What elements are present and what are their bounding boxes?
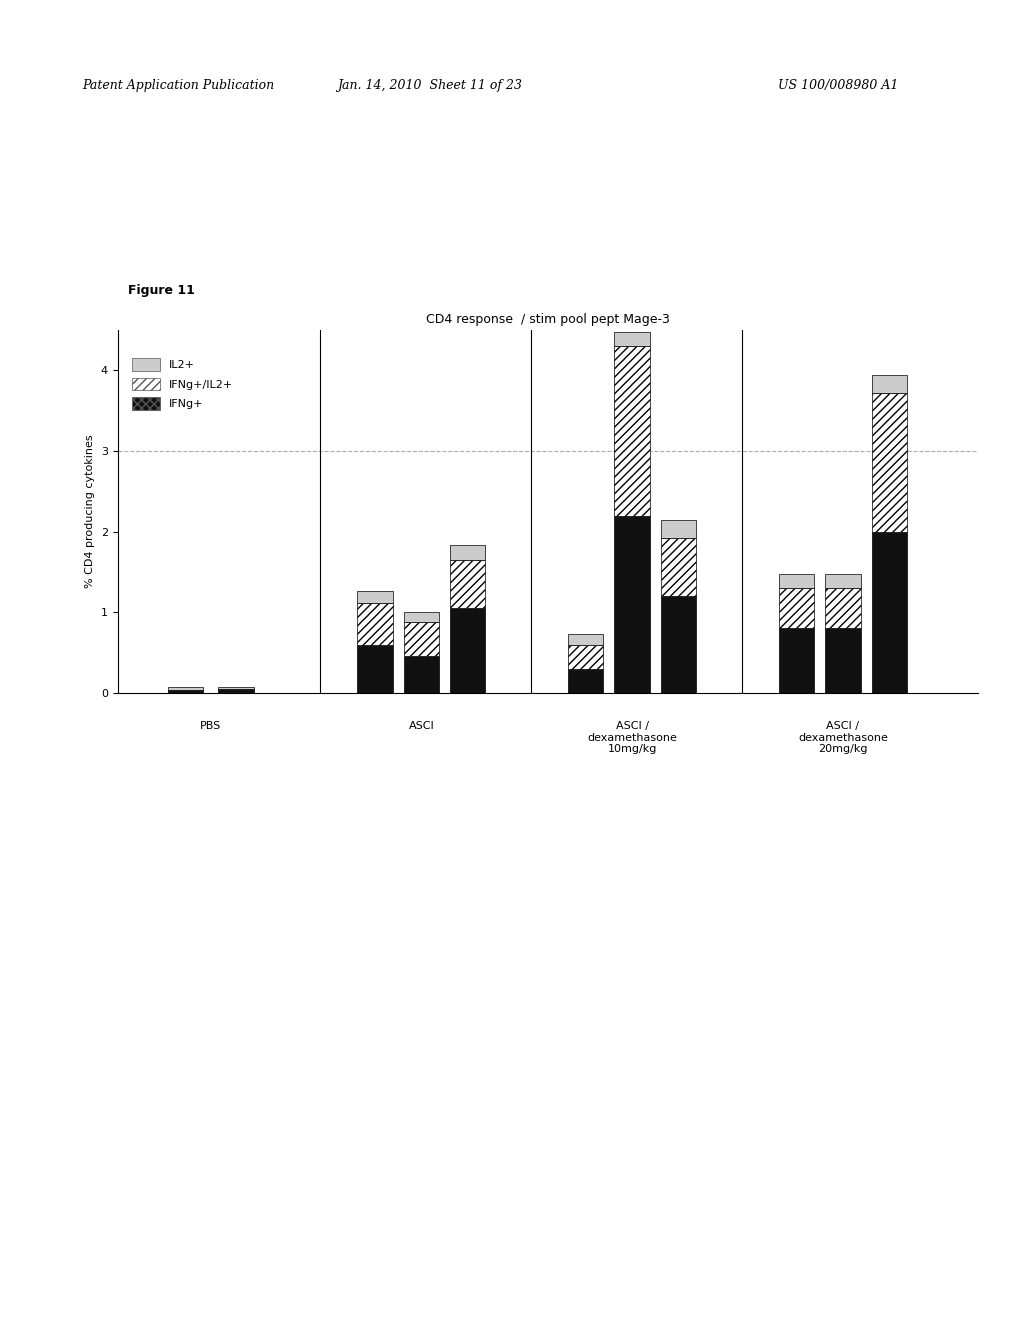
Bar	[357, 591, 392, 603]
Bar	[825, 628, 861, 693]
Bar	[660, 597, 696, 693]
Bar	[403, 656, 439, 693]
Bar	[614, 516, 650, 693]
Bar	[218, 689, 254, 693]
Bar	[168, 690, 203, 693]
Text: Patent Application Publication: Patent Application Publication	[82, 79, 274, 92]
Y-axis label: % CD4 producing cytokines: % CD4 producing cytokines	[85, 434, 95, 589]
Bar	[660, 520, 696, 539]
Text: ASCI /
dexamethasone
10mg/kg: ASCI / dexamethasone 10mg/kg	[587, 721, 677, 755]
Bar	[660, 539, 696, 597]
Bar	[568, 634, 603, 644]
Bar	[779, 628, 814, 693]
Bar	[871, 393, 907, 532]
Bar	[779, 589, 814, 628]
Bar	[825, 574, 861, 589]
Title: CD4 response  / stim pool pept Mage-3: CD4 response / stim pool pept Mage-3	[426, 313, 670, 326]
Bar	[871, 532, 907, 693]
Text: ASCI /
dexamethasone
20mg/kg: ASCI / dexamethasone 20mg/kg	[798, 721, 888, 755]
Bar	[614, 331, 650, 346]
Text: US 100/008980 A1: US 100/008980 A1	[778, 79, 899, 92]
Text: Figure 11: Figure 11	[128, 284, 195, 297]
Text: PBS: PBS	[200, 721, 221, 731]
Bar	[450, 545, 485, 560]
Bar	[779, 574, 814, 589]
Bar	[403, 622, 439, 656]
Bar	[568, 644, 603, 669]
Bar	[357, 644, 392, 693]
Bar	[357, 603, 392, 644]
Bar	[168, 688, 203, 690]
Bar	[568, 669, 603, 693]
Text: ASCI: ASCI	[409, 721, 434, 731]
Bar	[218, 686, 254, 689]
Bar	[825, 589, 861, 628]
Bar	[871, 375, 907, 393]
Bar	[403, 612, 439, 622]
Legend: IL2+, IFNg+/IL2+, IFNg+: IL2+, IFNg+/IL2+, IFNg+	[128, 354, 238, 414]
Bar	[614, 346, 650, 516]
Bar	[450, 609, 485, 693]
Bar	[450, 560, 485, 609]
Text: Jan. 14, 2010  Sheet 11 of 23: Jan. 14, 2010 Sheet 11 of 23	[338, 79, 522, 92]
